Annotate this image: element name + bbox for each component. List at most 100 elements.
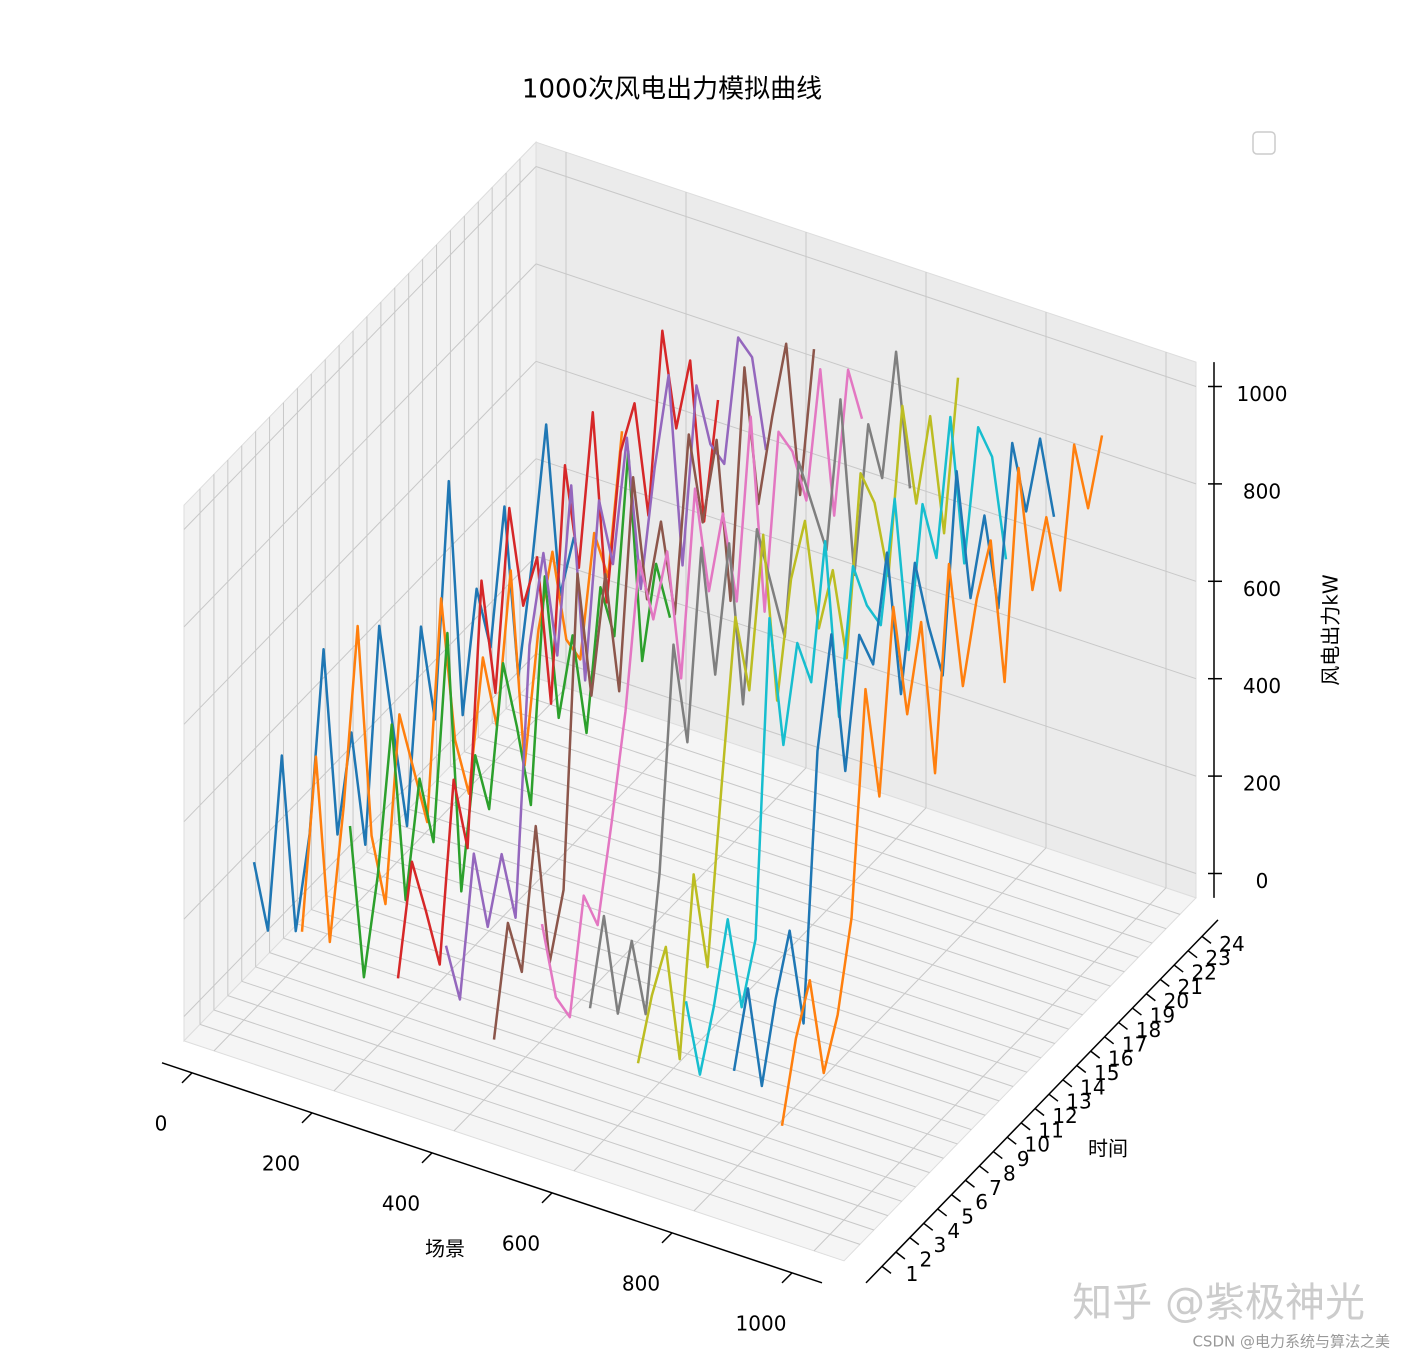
tick-mark — [1034, 1107, 1045, 1117]
grid-line — [213, 687, 567, 1052]
grid-line — [464, 751, 1125, 973]
grid-line — [297, 923, 958, 1145]
tick-mark — [301, 1112, 313, 1124]
tick-mark — [881, 1265, 892, 1274]
tick-mark — [1076, 1064, 1087, 1074]
y-tick-label: 4 — [947, 1219, 960, 1243]
grid-line — [283, 937, 944, 1159]
y-tick-label: 15 — [1094, 1061, 1119, 1085]
x-tick-label: 600 — [502, 1231, 540, 1255]
tick-mark — [909, 1237, 920, 1246]
tick-mark — [1187, 950, 1198, 959]
tick-mark — [992, 1150, 1003, 1160]
grid-line — [535, 263, 1197, 485]
y-tick-label: 20 — [1164, 989, 1189, 1013]
grid-line — [478, 736, 1139, 958]
y-tick-label: 7 — [989, 1176, 1002, 1200]
series-line — [540, 368, 864, 1019]
grid-line — [183, 360, 537, 725]
grid-line — [436, 779, 1097, 1001]
tick-mark — [1201, 935, 1212, 944]
series-line — [732, 437, 1056, 1088]
y-tick-label: 2 — [920, 1248, 933, 1272]
y-tick-label: 13 — [1066, 1090, 1091, 1114]
z-tick-label: 600 — [1243, 577, 1281, 601]
legend — [1252, 131, 1276, 155]
tick-mark — [1104, 1036, 1115, 1045]
series-line — [348, 450, 672, 979]
tick-mark — [937, 1208, 948, 1217]
grid-line — [183, 263, 537, 628]
grid-line — [693, 847, 1047, 1212]
z-tick-label: 1000 — [1237, 382, 1288, 406]
tick-mark — [181, 1072, 193, 1084]
z-tick-label: 200 — [1243, 772, 1281, 796]
chart-title: 1000次风电出力模拟曲线 — [522, 75, 822, 105]
grid-line — [183, 458, 537, 823]
tick-mark — [1062, 1079, 1073, 1088]
grid-line — [255, 966, 916, 1188]
y-axis-line — [865, 919, 1219, 1284]
y-tick-label: 6 — [975, 1190, 988, 1214]
watermark: 知乎 @紫极神光 — [1072, 1280, 1365, 1326]
grid — [183, 152, 1197, 1252]
y-tick-label: 3 — [933, 1233, 946, 1257]
series-line — [684, 415, 1008, 1076]
tick-mark — [895, 1251, 906, 1260]
y-tick-label: 23 — [1205, 946, 1230, 970]
x-tick-label: 800 — [622, 1271, 660, 1295]
grid-line — [199, 1023, 861, 1245]
x-axis-label: 场景 — [425, 1237, 465, 1261]
lines — [252, 329, 1104, 1127]
y-tick-label: 24 — [1219, 932, 1244, 956]
z-tick-label: 0 — [1256, 869, 1269, 893]
tick-mark — [661, 1232, 673, 1244]
tick-mark — [1006, 1136, 1017, 1145]
tick-mark — [1145, 993, 1156, 1002]
grid-line — [183, 555, 537, 920]
tick-mark — [951, 1194, 962, 1203]
grid-line — [573, 807, 927, 1172]
tick-mark — [1118, 1021, 1128, 1031]
grid-line — [352, 866, 1014, 1087]
y-tick-label: 18 — [1136, 1018, 1161, 1042]
y-tick-label: 17 — [1122, 1032, 1147, 1056]
tick-mark — [781, 1272, 793, 1284]
grid-line — [422, 794, 1083, 1016]
grid-line — [333, 727, 687, 1092]
tick-mark — [1020, 1122, 1031, 1131]
pane-floor — [183, 677, 1197, 1262]
grid-line — [183, 166, 537, 530]
grid-line — [241, 980, 902, 1202]
tick-mark — [1173, 964, 1184, 973]
series-line — [444, 336, 768, 1001]
grid-line — [269, 952, 930, 1174]
grid-line — [227, 995, 888, 1217]
y-tick-label: 8 — [1003, 1161, 1016, 1185]
watermark: CSDN @电力系统与算法之美 — [1192, 1333, 1390, 1351]
z-tick-label: 400 — [1243, 674, 1281, 698]
y-tick-label: 5 — [961, 1204, 974, 1228]
axes: 0200400600800100012345678910111213141516… — [155, 362, 1288, 1335]
series-line — [588, 350, 912, 1016]
y-axis-label: 时间 — [1088, 1137, 1128, 1161]
y-tick-label: 9 — [1017, 1147, 1030, 1171]
grid-line — [311, 909, 972, 1131]
x-tick-label: 0 — [155, 1111, 168, 1135]
series-line — [636, 377, 960, 1064]
grid-line — [519, 693, 1181, 915]
tick-mark — [1159, 978, 1170, 987]
x-axis-line — [161, 1062, 823, 1284]
tick-mark — [923, 1222, 934, 1231]
tick-mark — [541, 1192, 553, 1204]
x-tick-label: 400 — [382, 1191, 420, 1215]
grid-line — [213, 1009, 875, 1231]
tick-mark — [1131, 1007, 1142, 1016]
tick-mark — [421, 1152, 433, 1164]
grid-line — [366, 851, 1028, 1073]
series-line — [492, 342, 816, 1040]
y-tick-label: 1 — [906, 1262, 919, 1286]
y-tick-label: 19 — [1150, 1004, 1175, 1028]
grid-line — [813, 887, 1167, 1252]
